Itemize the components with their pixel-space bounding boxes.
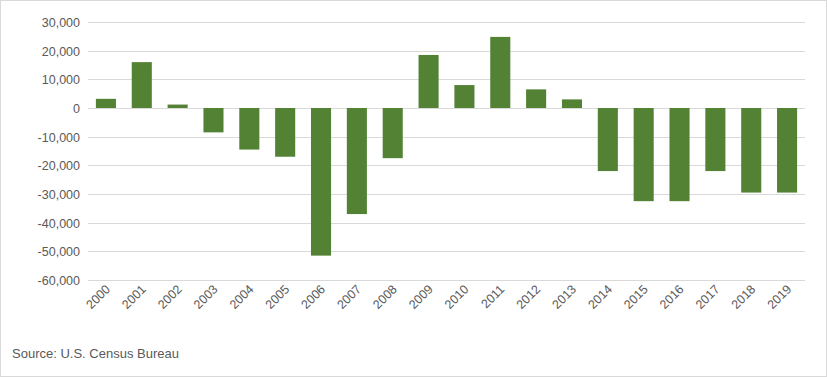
bar [669,108,689,201]
x-tick-label: 2008 [370,282,400,312]
bar [203,108,223,132]
bar [168,105,188,108]
x-tick-label: 2001 [119,282,149,312]
y-tick-label: -50,000 [38,245,80,259]
bar [598,108,618,171]
x-tick-label: 2019 [765,282,795,312]
source-note: Source: U.S. Census Bureau [12,346,179,361]
x-tick-label: 2012 [514,282,544,312]
bar [705,108,725,171]
bar [275,108,295,157]
grid-line [88,22,805,23]
bars [96,37,797,256]
chart-container: -60,000 -50,000 -40,000 -30,000 -20,000 -10,0… [0,0,827,377]
bar [239,108,259,150]
x-tick-label: 2017 [693,282,723,312]
y-tick-label: -60,000 [38,274,80,288]
y-tick-label: 20,000 [42,45,80,59]
x-tick-label: 2009 [406,282,436,312]
x-tick-labels: 2000200120022003200420052006200720082009… [83,282,794,312]
x-tick-label: 2002 [155,282,185,312]
bar [383,108,403,158]
chart-frame [1,1,827,377]
bar [741,108,761,193]
grid-line [88,223,805,224]
x-tick-label: 2013 [550,282,580,312]
chart-svg: -60,000 -50,000 -40,000 -30,000 -20,000 -10,0… [0,0,827,377]
x-tick-label: 2006 [299,282,329,312]
y-tick-labels: -60,000 -50,000 -40,000 -30,000 -20,000 -10,0… [38,16,80,288]
x-tick-label: 2015 [621,282,651,312]
grid-line [88,51,805,52]
grid-line [88,165,805,166]
bar [777,108,797,193]
grid [88,23,805,281]
bar [526,89,546,108]
grid-line [88,137,805,138]
x-tick-label: 2016 [657,282,687,312]
y-tick-label: -40,000 [38,217,80,231]
y-tick-label: -30,000 [38,188,80,202]
x-tick-label: 2011 [478,282,507,311]
x-tick-label: 2007 [334,282,364,312]
grid-line [88,79,805,80]
grid-line [88,251,805,252]
bar [562,99,582,108]
y-tick-label: 0 [73,102,80,116]
bar [96,99,116,108]
grid-line [88,108,805,109]
x-tick-label: 2000 [83,282,113,312]
x-tick-label: 2004 [227,282,257,312]
y-tick-label: -20,000 [38,159,80,173]
bar [634,108,654,201]
bar [490,37,510,108]
x-tick-label: 2010 [442,282,472,312]
x-tick-label: 2014 [585,282,615,312]
grid-line [88,280,805,281]
bar [311,108,331,256]
y-tick-label: 10,000 [42,73,80,87]
y-tick-label: 30,000 [42,16,80,30]
grid-line [88,194,805,195]
bar [454,85,474,108]
x-tick-label: 2003 [191,282,221,312]
x-tick-label: 2018 [729,282,759,312]
bar [347,108,367,214]
y-tick-label: -10,000 [38,131,80,145]
x-tick-label: 2005 [263,282,293,312]
bar [132,62,152,108]
bar [419,55,439,108]
